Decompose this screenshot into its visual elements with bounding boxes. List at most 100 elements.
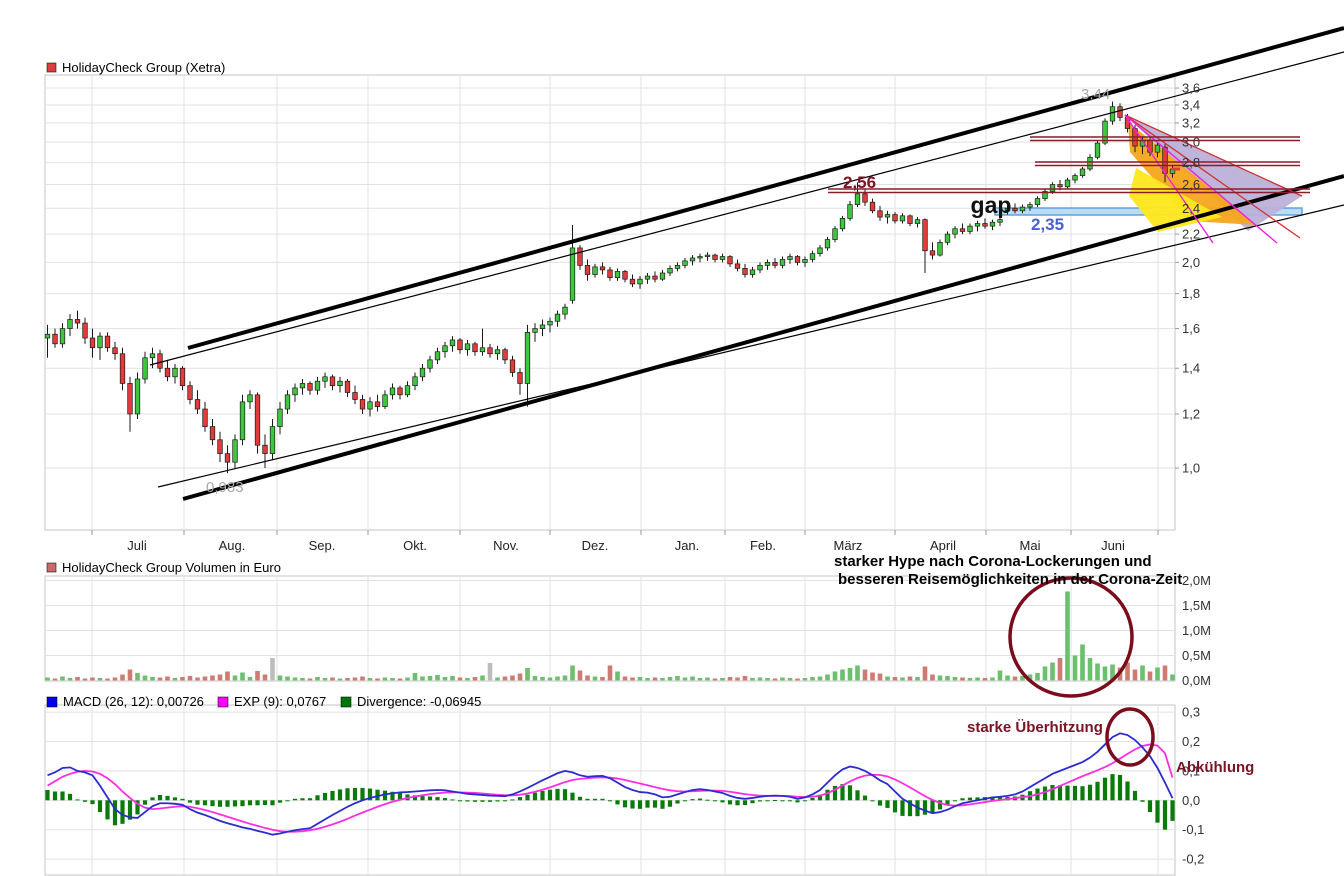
candle xyxy=(337,380,343,387)
month-label: Dez. xyxy=(582,538,609,553)
candle xyxy=(239,401,246,441)
candle xyxy=(637,278,643,285)
divergence-bar xyxy=(682,800,688,802)
volume-bar xyxy=(1087,658,1093,681)
wedge-red-line xyxy=(1124,114,1301,239)
divergence-bar xyxy=(787,800,793,802)
candle xyxy=(982,223,988,227)
divergence-bar xyxy=(105,800,110,820)
volume-bar xyxy=(825,674,830,681)
cooldown-annotation: Abkühlung xyxy=(1176,759,1254,776)
volume-bar xyxy=(307,678,313,681)
candle xyxy=(742,268,748,275)
candle xyxy=(1154,144,1161,153)
volume-bar xyxy=(817,676,823,681)
candle xyxy=(1064,179,1071,188)
divergence-bar xyxy=(480,800,485,802)
month-label: Mai xyxy=(1020,538,1041,553)
candle xyxy=(374,401,381,407)
volume-bar xyxy=(1125,662,1130,681)
volume-bar xyxy=(172,678,178,681)
macd-panel-frame xyxy=(44,704,1176,876)
volume-bar xyxy=(622,676,628,681)
price-legend-label: HolidayCheck Group (Xetra) xyxy=(62,60,225,75)
divergence-bar xyxy=(292,798,298,801)
divergence-bar xyxy=(937,800,943,810)
divergence-bar xyxy=(157,795,163,801)
candle xyxy=(952,228,958,235)
divergence-legend-swatch xyxy=(340,696,352,708)
candle xyxy=(59,328,66,345)
volume-bar xyxy=(195,677,200,681)
volume-bar xyxy=(1065,591,1070,681)
candle xyxy=(322,376,328,382)
divergence-bar xyxy=(195,800,200,805)
volume-bar xyxy=(285,676,290,681)
annotations-layer: 3,44 0,983 2,56 gap 2,35 starker Hype na… xyxy=(206,86,1254,776)
candle xyxy=(329,376,336,387)
divergence-bar xyxy=(450,799,455,801)
volume-legend-label: HolidayCheck Group Volumen in Euro xyxy=(62,560,281,575)
divergence-bar xyxy=(975,797,980,801)
volume-bar xyxy=(1147,671,1153,681)
macd-line xyxy=(47,732,1174,836)
volume-bar xyxy=(540,677,545,681)
data-series-layer xyxy=(44,101,1180,836)
candle xyxy=(89,337,96,349)
divergence-bar xyxy=(150,797,155,801)
volume-bar xyxy=(435,675,440,681)
month-label: Okt. xyxy=(403,538,427,553)
divergence-bar xyxy=(555,788,560,801)
candle xyxy=(142,357,148,380)
candle xyxy=(359,399,366,410)
divergence-bar xyxy=(907,800,913,817)
candle xyxy=(569,247,576,301)
divergence-bar xyxy=(375,789,380,801)
candle xyxy=(299,383,306,389)
volume-tick-label: 0,5M xyxy=(1182,648,1211,663)
volume-bar xyxy=(975,677,980,681)
macd-legend-swatch xyxy=(46,696,58,708)
candle xyxy=(1042,191,1048,199)
volume-bar xyxy=(345,678,350,681)
divergence-bar xyxy=(60,791,65,801)
divergence-bar xyxy=(285,800,290,802)
volume-bar xyxy=(105,678,110,681)
divergence-bar xyxy=(127,800,133,820)
candle xyxy=(644,275,651,280)
candle xyxy=(727,256,733,265)
candle xyxy=(397,387,403,396)
candle xyxy=(802,259,808,263)
divergence-bar xyxy=(832,785,838,801)
volume-tick-label: 0,0M xyxy=(1182,673,1211,688)
candle xyxy=(869,201,876,212)
candle xyxy=(862,193,868,203)
candle xyxy=(457,339,463,351)
candle xyxy=(217,439,223,454)
candle xyxy=(127,383,133,415)
divergence-bar xyxy=(510,799,515,801)
divergence-bar xyxy=(1147,800,1153,813)
divergence-bar xyxy=(1125,781,1130,801)
month-label: Juli xyxy=(127,538,147,553)
candle xyxy=(974,223,981,227)
volume-bar xyxy=(1170,674,1175,681)
divergence-bar xyxy=(990,796,995,801)
candle xyxy=(584,265,591,275)
volume-bar xyxy=(645,678,650,681)
candle xyxy=(1094,142,1101,158)
divergence-bar xyxy=(1170,800,1175,821)
volume-bar xyxy=(60,676,65,681)
divergence-bar xyxy=(427,796,433,801)
volume-bar xyxy=(1162,665,1168,681)
candle xyxy=(607,269,613,278)
volume-bar xyxy=(915,677,920,681)
divergence-bar xyxy=(592,798,598,801)
divergence-bar xyxy=(540,790,545,801)
volume-bar xyxy=(795,678,800,681)
volume-bar xyxy=(472,677,478,681)
volume-bar xyxy=(840,669,845,681)
volume-bar xyxy=(412,673,418,681)
volume-bar xyxy=(75,677,80,681)
candle xyxy=(734,263,741,269)
